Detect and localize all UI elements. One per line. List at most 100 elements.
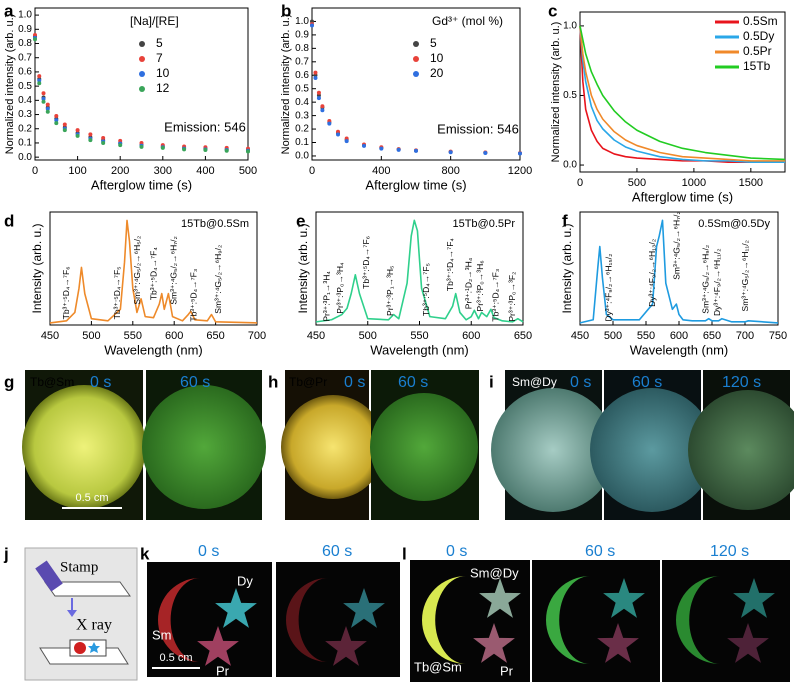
transition-label: Tb³⁺:⁵D₄→⁷F₃ (188, 269, 198, 322)
x-tick-label: 500 (239, 165, 257, 177)
legend-title: Gd³⁺ (mol %) (432, 14, 503, 28)
point (224, 148, 229, 153)
x-tick-label: 450 (307, 330, 325, 342)
series-line (579, 25, 786, 161)
legend-label: 0.5Sm (743, 14, 778, 28)
transition-label: Tb³⁺:⁵D₄→⁷F₄ (149, 247, 159, 300)
transition-label: Tb³⁺:⁵D₄→⁷F₄ (445, 238, 455, 291)
x-axis-label: Wavelength (nm) (104, 342, 203, 357)
x-tick-label: 600 (670, 330, 688, 342)
x-tick-label: 500 (604, 330, 622, 342)
point (45, 109, 50, 114)
legend-label: 20 (430, 66, 444, 80)
arrow (67, 610, 77, 617)
point (45, 102, 50, 107)
transition-label: Dy³⁺:⁴F₉/₂→⁶H₁₁/₂ (712, 248, 722, 315)
label: Stamp (60, 559, 98, 575)
point (362, 143, 366, 148)
x-tick-label: 1200 (508, 165, 532, 177)
point (101, 135, 106, 140)
label: X ray (76, 617, 112, 634)
point (246, 149, 250, 154)
time-label: 60 s (585, 543, 615, 560)
y-tick-label: 1.0 (18, 10, 32, 21)
print-star (88, 642, 100, 653)
x-tick-label: 700 (736, 330, 754, 342)
stamp (35, 560, 63, 592)
y-axis-label: Normalized intensity (arb. u.) (550, 22, 562, 163)
x-tick-label: 400 (372, 165, 390, 177)
label: Pr (500, 663, 514, 678)
x-tick-label: 400 (196, 165, 214, 177)
plot-frame (311, 7, 521, 161)
point (54, 121, 59, 126)
y-tick-label: 0.0 (295, 151, 309, 162)
point (45, 106, 50, 111)
sample-disc (590, 388, 714, 512)
transition-label: Pr³⁺:¹D₂→³H₄ (463, 257, 473, 309)
sample-disc (370, 393, 478, 501)
panel-label: j (3, 544, 9, 563)
transition-label: Tb³⁺:⁵D₄→⁷F₅ (112, 266, 122, 319)
slide (44, 581, 131, 597)
x-tick-label: 500 (628, 177, 646, 189)
x-axis-label: Afterglow time (s) (365, 177, 466, 192)
point (37, 78, 42, 83)
y-tick-label: 0.1 (18, 138, 32, 149)
y-tick-label: 0.0 (563, 160, 577, 171)
x-tick-label: 500 (359, 330, 377, 342)
transition-label: Pr³⁺:³P₀→³H₄ (335, 262, 345, 314)
transition-label: Tb³⁺:⁵D₄→⁷F₃ (490, 269, 500, 322)
plot-frame (49, 211, 258, 326)
point (310, 23, 314, 28)
transition-label: Sm³⁺:⁴G₅/₂→⁶H₅/₂ (132, 236, 142, 305)
point (203, 148, 208, 153)
point (62, 122, 67, 127)
y-tick-label: 0.5 (295, 83, 309, 94)
sample-label: 15Tb@0.5Pr (452, 218, 515, 230)
legend-marker (413, 41, 419, 47)
y-tick-label: 0.5 (18, 81, 32, 92)
annotation: Emission: 546 (437, 121, 519, 136)
legend-label: 0.5Dy (743, 29, 774, 43)
label: Sm@Dy (470, 565, 519, 580)
y-tick-label: 0.7 (18, 52, 32, 63)
label: Pr (216, 663, 230, 678)
panel-label: l (402, 544, 407, 563)
point (37, 74, 42, 79)
x-tick-label: 450 (571, 330, 589, 342)
legend-marker (413, 71, 419, 77)
y-tick-label: 0.8 (18, 38, 32, 49)
x-tick-label: 100 (68, 165, 86, 177)
y-tick-label: 0.3 (295, 110, 309, 121)
point (313, 70, 318, 75)
legend-label: 10 (430, 51, 444, 65)
y-tick-label: 0.2 (295, 124, 309, 135)
x-tick-label: 650 (514, 330, 532, 342)
point (313, 75, 318, 80)
series-line (315, 219, 524, 323)
panel-label: d (4, 211, 14, 230)
transition-label: Sm³⁺:⁴G₅/₂→⁶H₇/₂ (168, 236, 178, 305)
sample-label: Sm@Dy (512, 375, 557, 389)
transition-label: Tb³⁺:⁵D₄→⁷F₆ (61, 266, 71, 319)
label: Sm (152, 627, 172, 642)
x-tick-label: 1500 (739, 177, 763, 189)
time-label: 60 s (322, 543, 352, 560)
time-label: 120 s (710, 543, 749, 560)
x-tick-label: 800 (441, 165, 459, 177)
x-tick-label: 0 (309, 165, 315, 177)
series-line (49, 219, 258, 324)
transition-label: Sm³⁺:⁴G₅/₂→⁶H₉/₂ (700, 245, 710, 314)
sample-label: 0.5Sm@0.5Dy (698, 218, 770, 230)
point (54, 113, 59, 118)
x-tick-label: 300 (154, 165, 172, 177)
point (62, 128, 67, 133)
point (33, 32, 37, 37)
point (41, 91, 46, 96)
y-tick-label: 1.0 (563, 21, 577, 32)
point (118, 143, 123, 148)
x-tick-label: 0 (32, 165, 38, 177)
point (54, 118, 59, 123)
point (75, 133, 80, 138)
